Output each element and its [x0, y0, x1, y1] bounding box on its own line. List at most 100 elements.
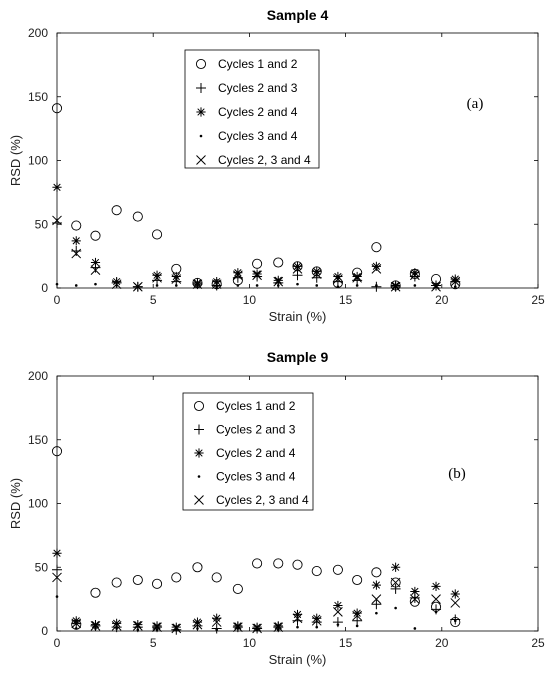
data-series: [52, 182, 460, 292]
data-point: [171, 572, 182, 583]
data-point: [55, 595, 59, 598]
data-point: [296, 282, 299, 286]
data-point: [192, 279, 203, 290]
data-point: [371, 594, 382, 604]
data-point: [192, 278, 203, 288]
data-point: [333, 607, 343, 617]
data-point: [312, 266, 322, 277]
data-point: [431, 594, 441, 604]
data-point: [390, 583, 401, 594]
y-axis-label: RSD (%): [8, 135, 23, 186]
legend-marker: [196, 155, 206, 165]
data-series: [52, 548, 460, 632]
legend-label: Cycles 1 and 2: [216, 399, 296, 413]
x-tick-label: 20: [435, 293, 449, 307]
data-point: [233, 621, 243, 631]
data-series: [55, 595, 457, 632]
data-point: [52, 217, 62, 228]
data-point: [111, 577, 122, 588]
legend-label: Cycles 1 and 2: [218, 57, 298, 71]
data-point: [450, 589, 460, 599]
data-point: [333, 274, 343, 284]
data-point: [252, 558, 263, 569]
data-point: [371, 580, 381, 590]
data-point: [211, 617, 222, 627]
data-point: [52, 564, 62, 575]
data-point: [273, 276, 284, 287]
data-point: [152, 621, 162, 631]
data-point: [233, 270, 243, 281]
data-point: [94, 282, 97, 286]
x-tick-label: 25: [531, 293, 545, 307]
data-point: [212, 613, 222, 623]
data-point: [90, 621, 101, 631]
y-tick-label: 50: [35, 217, 49, 231]
data-point: [410, 586, 420, 597]
legend-marker: [196, 83, 206, 93]
data-point: [252, 258, 263, 269]
data-point: [292, 261, 303, 271]
y-tick-label: 100: [28, 497, 48, 511]
x-axis-label: Strain (%): [269, 652, 327, 667]
data-point: [333, 600, 343, 611]
data-point: [375, 611, 378, 615]
legend-marker: [194, 424, 204, 435]
data-point: [211, 572, 222, 583]
data-point: [55, 282, 59, 286]
x-tick-label: 5: [150, 636, 157, 650]
data-point: [90, 230, 101, 241]
data-point: [215, 285, 218, 289]
y-tick-label: 150: [28, 433, 48, 447]
data-point: [315, 284, 319, 287]
legend-label: Cycles 3 and 4: [218, 129, 298, 143]
data-point: [453, 619, 457, 623]
data-point: [111, 621, 122, 631]
data-point: [136, 628, 140, 632]
data-point: [152, 622, 162, 633]
x-tick-label: 0: [54, 636, 61, 650]
data-point: [52, 182, 62, 192]
data-point: [192, 562, 203, 573]
data-series: [52, 572, 461, 634]
data-point: [410, 594, 420, 604]
data-point: [276, 284, 280, 287]
data-point: [273, 621, 283, 631]
data-point: [333, 271, 343, 282]
y-tick-label: 200: [28, 26, 48, 40]
data-point: [292, 270, 303, 281]
legend-label: Cycles 2 and 3: [218, 81, 298, 95]
data-point: [51, 446, 63, 457]
data-point: [52, 215, 62, 226]
data-point: [273, 257, 284, 268]
legend-box: [184, 49, 320, 169]
data-point: [132, 281, 143, 292]
legend-box: [182, 392, 314, 511]
x-axis-label: Strain (%): [269, 309, 327, 324]
y-tick-label: 200: [28, 369, 48, 383]
data-point: [352, 272, 362, 283]
data-point: [155, 628, 159, 632]
x-tick-label: 10: [243, 636, 257, 650]
y-axis-label: RSD (%): [8, 478, 23, 529]
data-point: [211, 279, 222, 290]
data-point: [450, 598, 461, 608]
data-point: [410, 270, 420, 281]
data-point: [232, 583, 243, 594]
data-point: [273, 622, 284, 633]
data-point: [434, 610, 438, 614]
legend-label: Cycles 2, 3 and 4: [216, 493, 309, 507]
chart-panel: Sample 4 0 5 10 15 20 25 0 50 100 150 200 Strain (%)…: [8, 7, 545, 324]
data-point: [273, 558, 284, 569]
data-point: [171, 271, 181, 282]
data-point: [371, 261, 381, 271]
data-point: [292, 264, 303, 274]
x-tick-label: 25: [531, 636, 545, 650]
data-point: [74, 627, 78, 630]
data-point: [292, 609, 303, 620]
data-point: [355, 624, 359, 628]
legend-label: Cycles 2 and 4: [216, 446, 296, 460]
data-point: [174, 284, 178, 287]
data-point: [94, 627, 97, 630]
data-point: [311, 269, 322, 279]
data-series: [52, 564, 461, 635]
